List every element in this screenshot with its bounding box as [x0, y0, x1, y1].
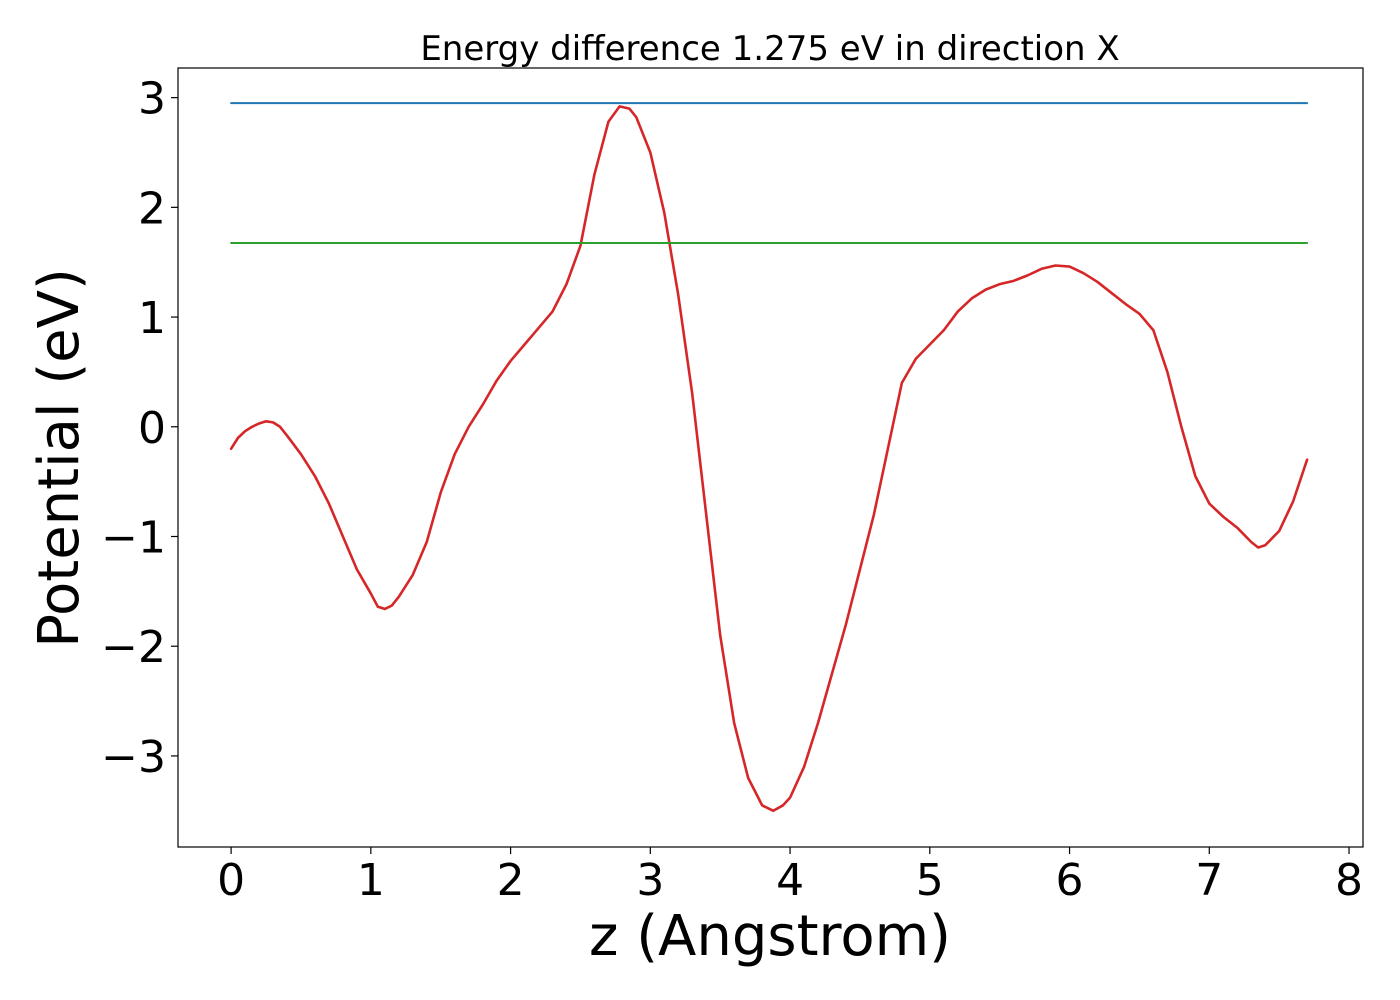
x-tick-label: 6: [1056, 855, 1084, 906]
x-tick-label: 3: [636, 855, 664, 906]
y-tick-label: −1: [101, 512, 166, 563]
y-tick-label: −3: [101, 732, 166, 783]
x-axis-label: z (Angstrom): [589, 904, 951, 969]
series-group: [229, 102, 1309, 813]
y-axis-label: Potential (eV): [27, 268, 92, 648]
x-tick-label: 2: [497, 855, 525, 906]
x-tick-label: 8: [1335, 855, 1363, 906]
x-tick-label: 5: [916, 855, 944, 906]
y-tick-label: −2: [101, 622, 166, 673]
x-tick-label: 4: [776, 855, 804, 906]
x-tick-label: 0: [217, 855, 245, 906]
chart-title: Energy difference 1.275 eV in direction …: [420, 29, 1119, 69]
x-tick-label: 7: [1195, 855, 1223, 906]
axes-frame: [177, 67, 1364, 848]
potential-curve-line: [229, 105, 1309, 813]
y-tick-label: 3: [138, 74, 166, 125]
plot-area: 0 1 2 3 4 5 6 7 8 −3 −2 −1 0 1 2 3: [101, 67, 1364, 906]
x-tick-label: 1: [357, 855, 385, 906]
y-tick-label: 0: [138, 403, 166, 454]
y-tick-label: 2: [138, 183, 166, 234]
y-tick-label: 1: [138, 293, 166, 344]
